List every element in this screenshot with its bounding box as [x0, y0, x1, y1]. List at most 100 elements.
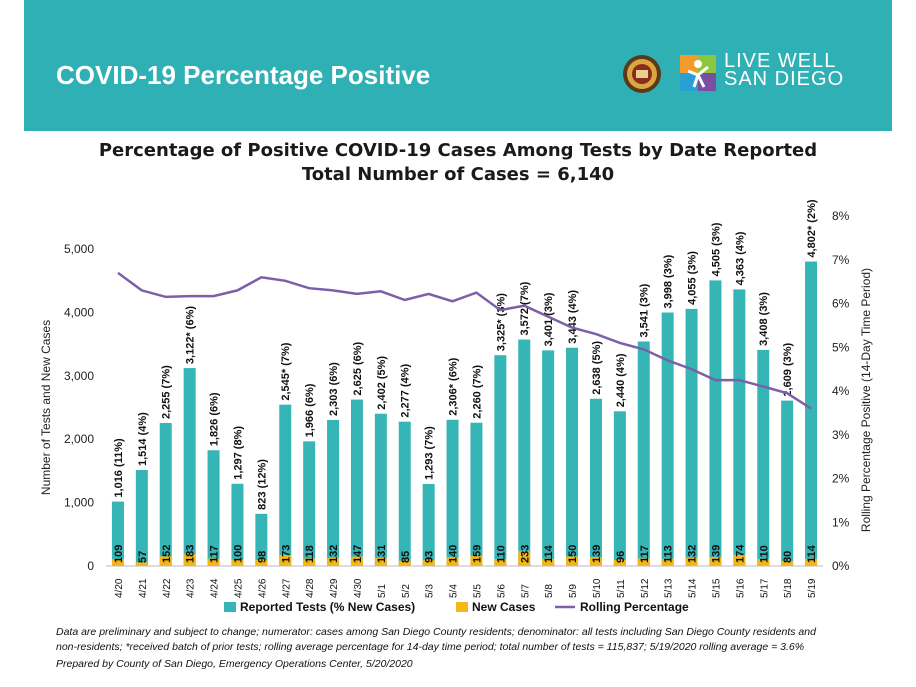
- x-tick-label: 5/9: [568, 584, 579, 598]
- new-cases-bar: [303, 558, 316, 566]
- new-cases-bar: [350, 556, 363, 566]
- y-tick-label: 2,000: [64, 432, 94, 446]
- tests-bar-label: 1,966 (6%): [304, 383, 316, 437]
- new-cases-bar: [159, 556, 172, 566]
- live-well-logo-icon: [680, 55, 716, 91]
- y-axis-title: Number of Tests and New Cases: [39, 320, 53, 495]
- y2-tick-label: 8%: [832, 209, 850, 223]
- tests-bar: [781, 400, 794, 566]
- tests-bar-label: 2,277 (4%): [400, 363, 412, 417]
- x-tick-label: 4/28: [305, 578, 316, 598]
- new-cases-label: 233: [519, 545, 531, 563]
- footnote-line-1: Data are preliminary and subject to chan…: [56, 626, 816, 638]
- y2-tick-label: 3%: [832, 428, 850, 442]
- new-cases-bar: [374, 557, 387, 566]
- tests-bar: [350, 399, 363, 566]
- tests-bar: [231, 483, 244, 566]
- tests-bar: [135, 470, 148, 566]
- new-cases-bar: [327, 557, 340, 566]
- tests-bar: [207, 450, 220, 566]
- new-cases-bar: [613, 559, 626, 566]
- tests-bar-label: 2,303 (6%): [328, 362, 340, 416]
- new-cases-bar: [709, 557, 722, 566]
- new-cases-label: 100: [232, 545, 244, 563]
- tests-bar: [589, 398, 602, 566]
- x-tick-label: 4/29: [329, 578, 340, 598]
- x-tick-label: 5/13: [664, 578, 675, 598]
- tests-bar: [183, 368, 196, 566]
- tests-bar-label: 4,055 (3%): [687, 251, 699, 305]
- new-cases-label: 147: [352, 545, 364, 563]
- x-tick-label: 4/20: [114, 578, 125, 598]
- new-cases-label: 131: [376, 545, 388, 563]
- x-tick-label: 5/16: [735, 578, 746, 598]
- x-tick-label: 5/18: [783, 578, 794, 598]
- x-tick-label: 5/2: [401, 584, 412, 598]
- tests-bar: [111, 501, 124, 566]
- x-tick-label: 5/14: [688, 578, 699, 598]
- new-cases-bar: [757, 559, 770, 566]
- legend-cases-label: New Cases: [472, 600, 536, 614]
- tests-bar-label: 1,297 (8%): [232, 426, 244, 480]
- tests-bar: [422, 484, 435, 566]
- y2-tick-label: 6%: [832, 297, 850, 311]
- tests-bar: [685, 308, 698, 566]
- y2-tick-label: 4%: [832, 384, 850, 398]
- tests-bar: [303, 441, 316, 566]
- y2-tick-label: 0%: [832, 559, 850, 573]
- tests-bar-label: 3,122* (6%): [185, 306, 197, 364]
- legend-tests-label: Reported Tests (% New Cases): [240, 600, 415, 614]
- tests-bar: [709, 280, 722, 566]
- y-tick-label: 4,000: [64, 305, 94, 319]
- new-cases-label: 139: [591, 545, 603, 563]
- tests-bar: [494, 355, 507, 566]
- y2-tick-label: 7%: [832, 253, 850, 267]
- x-tick-label: 5/17: [759, 578, 770, 598]
- x-tick-label: 4/25: [233, 578, 244, 598]
- new-cases-label: 113: [663, 545, 675, 563]
- prepared-by-note: Prepared by County of San Diego, Emergen…: [56, 658, 413, 670]
- tests-bar: [613, 411, 626, 566]
- new-cases-label: 114: [543, 544, 555, 563]
- new-cases-bar: [279, 555, 292, 566]
- new-cases-bar: [111, 559, 124, 566]
- tests-bar-label: 3,443 (4%): [567, 290, 579, 344]
- new-cases-label: 93: [424, 551, 436, 563]
- tests-bar: [279, 404, 292, 566]
- legend-cases-swatch: [456, 602, 468, 612]
- x-tick-label: 5/8: [544, 584, 555, 598]
- x-tick-label: 4/21: [138, 578, 149, 598]
- y-tick-label: 5,000: [64, 242, 94, 256]
- x-tick-label: 4/22: [162, 578, 173, 598]
- new-cases-bar: [135, 562, 148, 566]
- new-cases-label: 85: [400, 551, 412, 563]
- new-cases-bar: [781, 560, 794, 566]
- tests-bar-label: 2,545* (7%): [280, 342, 292, 400]
- tests-bar-label: 2,638 (5%): [591, 341, 603, 395]
- tests-bar-label: 3,541 (3%): [639, 283, 651, 337]
- tests-bar-label: 2,306* (6%): [448, 357, 460, 415]
- new-cases-bar: [446, 557, 459, 566]
- new-cases-label: 98: [256, 551, 268, 563]
- x-tick-label: 5/5: [472, 584, 483, 598]
- new-cases-label: 150: [567, 545, 579, 563]
- tests-bar: [470, 422, 483, 566]
- new-cases-bar: [398, 560, 411, 566]
- x-tick-label: 4/27: [281, 578, 292, 598]
- tests-bar-label: 4,505 (3%): [710, 222, 722, 276]
- new-cases-bar: [661, 558, 674, 566]
- new-cases-bar: [494, 559, 507, 566]
- x-tick-label: 5/1: [377, 584, 388, 598]
- tests-bar-label: 4,802* (2%): [806, 199, 818, 257]
- new-cases-bar: [422, 560, 435, 566]
- tests-bar-label: 2,260 (7%): [471, 365, 483, 419]
- x-tick-label: 5/4: [449, 584, 460, 598]
- y2-axis-title: Rolling Percentage Positive (14-Day Time…: [859, 268, 873, 532]
- new-cases-label: 117: [639, 545, 651, 563]
- tests-bar: [566, 347, 579, 566]
- tests-bar-label: 3,401 (3%): [543, 292, 555, 346]
- new-cases-bar: [685, 557, 698, 566]
- new-cases-label: 132: [687, 545, 699, 563]
- y2-tick-label: 5%: [832, 340, 850, 354]
- tests-bar-label: 2,255 (7%): [161, 365, 173, 419]
